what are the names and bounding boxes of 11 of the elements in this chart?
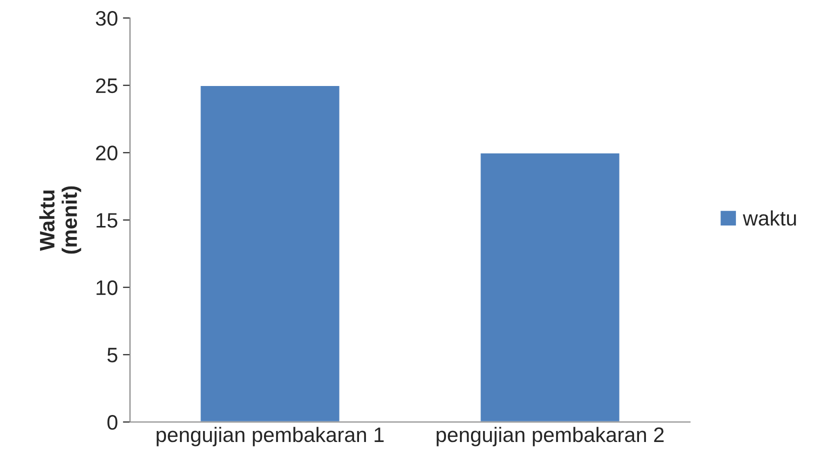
y-tick-label: 20: [96, 146, 118, 160]
legend-label: waktu: [742, 210, 796, 226]
x-tick-label: pengujian pembakaran 1: [156, 426, 384, 446]
y-tick-label: 10: [96, 280, 118, 296]
y-tick-label: 30: [96, 11, 118, 26]
y-tick-label: 15: [96, 213, 118, 228]
y-axis-title: Waktu (menit): [39, 186, 82, 254]
y-tick-label: 0: [107, 415, 118, 430]
y-tick-label: 25: [96, 78, 118, 94]
y-tick-label: 5: [107, 348, 118, 362]
x-tick-label: pengujian pembakaran 2: [436, 426, 664, 446]
